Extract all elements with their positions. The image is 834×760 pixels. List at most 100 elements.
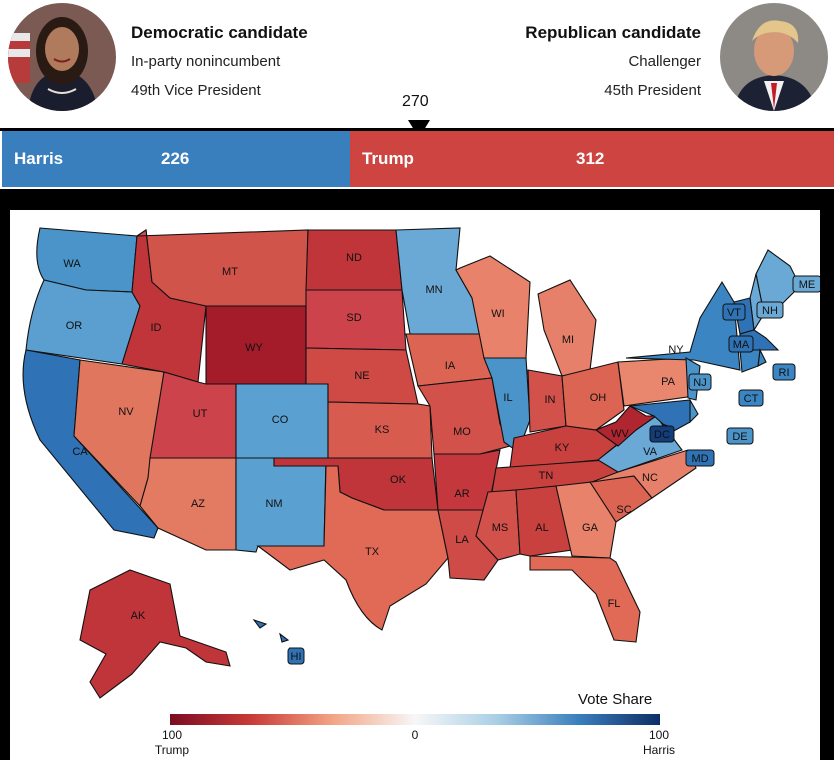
state-label-ks: KS	[375, 424, 390, 436]
republican-title: Republican candidate	[525, 23, 701, 42]
state-label-box-hi	[287, 647, 305, 665]
state-label-box-dc	[649, 425, 675, 443]
state-label-ri: RI	[779, 367, 790, 379]
state-label-ak: AK	[131, 610, 146, 622]
state-label-id: ID	[151, 322, 162, 334]
state-label-sd: SD	[346, 312, 361, 324]
state-label-box-ct	[738, 389, 764, 407]
state-label-wv: WV	[611, 428, 629, 440]
vote-share-map: WA OR CA NV ID MT WY UT AZ CO NM ND SD NE KS OK TX MN IA MO…	[10, 210, 820, 760]
state-label-mt: MT	[222, 266, 238, 278]
state-ct	[739, 349, 761, 373]
state-label-box-ma	[728, 335, 754, 353]
state-wv	[594, 405, 658, 447]
state-label-tn: TN	[539, 470, 554, 482]
state-label-oh: OH	[590, 392, 607, 404]
state-label-mi: MI	[562, 334, 574, 346]
state-al	[515, 485, 573, 557]
state-label-vt: VT	[727, 307, 741, 319]
state-label-tx: TX	[365, 546, 380, 558]
state-label-il: IL	[503, 392, 512, 404]
legend-right-label: Harris	[643, 743, 675, 757]
state-label-nv: NV	[118, 406, 134, 418]
state-label-pa: PA	[661, 376, 676, 388]
state-or	[25, 279, 141, 365]
republican-office: 45th President	[604, 82, 701, 99]
state-label-box-vt	[722, 303, 746, 321]
legend-left-value: 100	[161, 728, 183, 742]
state-label-ma: MA	[733, 339, 750, 351]
state-label-ne: NE	[354, 370, 369, 382]
candidate-header: Democratic candidate In-party nonincumbe…	[0, 0, 834, 138]
state-label-box-ri	[772, 363, 796, 381]
state-label-box-de	[726, 427, 754, 445]
state-de	[689, 397, 699, 424]
state-ca	[22, 349, 159, 539]
state-label-or: OR	[66, 320, 83, 332]
state-mi	[537, 279, 597, 377]
harris-label: Harris	[14, 149, 64, 168]
state-label-ia: IA	[445, 360, 456, 372]
state-label-wi: WI	[491, 308, 504, 320]
state-label-la: LA	[455, 534, 469, 546]
state-label-mn: MN	[425, 284, 442, 296]
state-label-dc: DC	[654, 429, 670, 441]
state-label-mo: MO	[453, 426, 471, 438]
state-label-box-nh	[756, 301, 784, 319]
state-label-al: AL	[535, 522, 548, 534]
state-ga	[555, 481, 617, 559]
republican-status: Challenger	[628, 53, 701, 70]
state-label-ca: CA	[72, 446, 88, 458]
state-ny	[625, 280, 741, 371]
legend-title: Vote Share	[578, 691, 653, 708]
state-label-nh: NH	[762, 305, 778, 317]
democrat-status: In-party nonincumbent	[131, 53, 281, 70]
state-tx	[256, 465, 449, 631]
state-label-az: AZ	[191, 498, 205, 510]
state-label-ky: KY	[555, 442, 570, 454]
state-label-box-md	[685, 449, 715, 467]
state-label-ga: GA	[582, 522, 599, 534]
us-states-map: WA OR CA NV ID MT WY UT AZ CO NM ND SD NE KS OK TX MN IA MO…	[22, 227, 820, 699]
state-ak	[79, 569, 231, 699]
state-label-ut: UT	[193, 408, 208, 420]
state-oh	[561, 361, 625, 431]
state-ks	[327, 401, 433, 459]
state-ms	[475, 489, 521, 561]
state-label-wa: WA	[63, 258, 81, 270]
state-pa	[617, 357, 695, 407]
democrat-title: Democratic candidate	[131, 23, 308, 42]
democrat-office: 49th Vice President	[131, 82, 261, 99]
state-label-co: CO	[272, 414, 289, 426]
state-label-nj: NJ	[693, 377, 706, 389]
state-label-nc: NC	[642, 472, 658, 484]
threshold-label: 270	[402, 93, 429, 110]
harris-bar-segment: Harris 226	[2, 131, 350, 187]
state-label-ny: NY	[668, 344, 684, 356]
harris-electoral-votes: 226	[161, 149, 190, 168]
state-md	[629, 399, 691, 433]
state-label-nm: NM	[265, 498, 282, 510]
state-label-va: VA	[643, 446, 658, 458]
state-label-md: MD	[691, 453, 708, 465]
democrat-portrait	[8, 3, 116, 111]
state-label-de: DE	[732, 431, 747, 443]
state-label-wy: WY	[245, 342, 263, 354]
state-label-ct: CT	[744, 393, 759, 405]
legend-color-scale	[170, 714, 660, 725]
state-fl	[529, 555, 641, 643]
legend-right-value: 100	[648, 728, 670, 742]
legend-left-label: Trump	[154, 743, 190, 757]
state-label-in: IN	[545, 394, 556, 406]
state-label-ms: MS	[492, 522, 509, 534]
trump-bar-segment: Trump 312	[350, 131, 834, 187]
state-label-box-nj	[688, 373, 712, 391]
legend-center-value: 0	[411, 728, 419, 742]
trump-label: Trump	[362, 149, 414, 168]
state-label-ok: OK	[390, 474, 407, 486]
state-label-me: ME	[799, 279, 816, 291]
state-label-fl: FL	[608, 598, 621, 610]
trump-electoral-votes: 312	[576, 149, 605, 168]
state-label-nd: ND	[346, 252, 362, 264]
republican-portrait	[720, 3, 828, 111]
